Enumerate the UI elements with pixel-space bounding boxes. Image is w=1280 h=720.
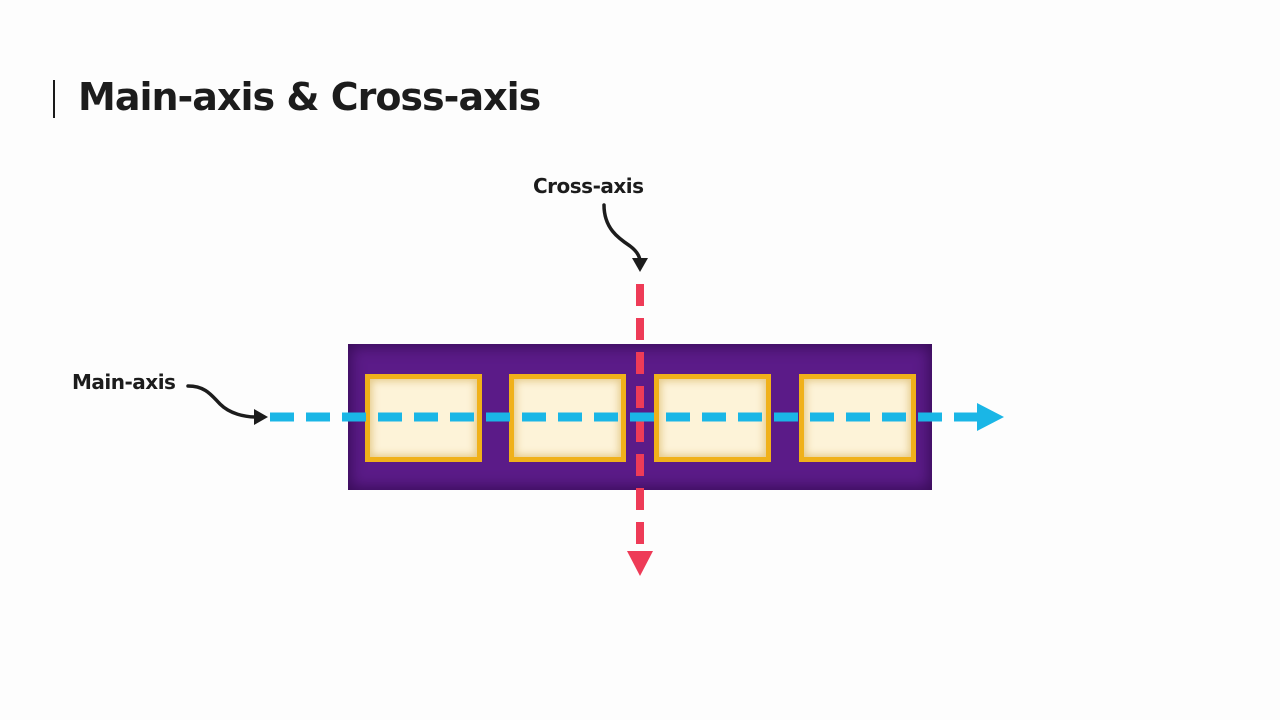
- cross-axis-label: Cross-axis: [533, 174, 644, 198]
- flex-item-2: [509, 374, 626, 462]
- slide-title: Main-axis & Cross-axis: [78, 75, 541, 119]
- flex-item-1: [365, 374, 482, 462]
- main-axis-pointer-arrow: [186, 384, 268, 425]
- flex-container: [348, 344, 932, 490]
- cross-axis-pointer-arrow: [602, 203, 648, 272]
- flex-item-3: [654, 374, 771, 462]
- title-accent-bar: [53, 80, 55, 118]
- flex-item-4: [799, 374, 916, 462]
- main-axis-label: Main-axis: [72, 370, 176, 394]
